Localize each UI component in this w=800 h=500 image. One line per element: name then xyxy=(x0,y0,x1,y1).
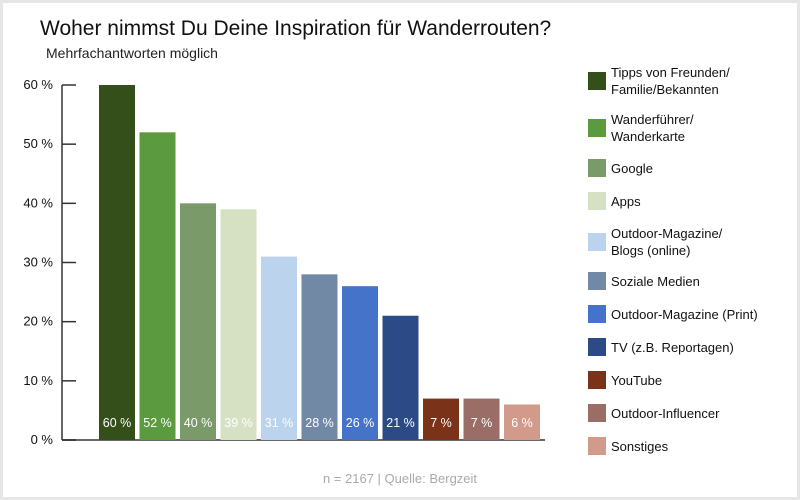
legend-label: Tipps von Freunden/ Familie/Bekannten xyxy=(611,65,730,97)
legend-label: Apps xyxy=(611,193,641,209)
legend-label: YouTube xyxy=(611,372,663,388)
legend-item: TV (z.B. Reportagen) xyxy=(588,338,734,356)
legend-item: YouTube xyxy=(588,371,662,389)
bar xyxy=(220,209,257,440)
legend-label: Outdoor-Magazine/ Blogs (online) xyxy=(611,226,723,258)
bar xyxy=(504,404,540,440)
source-note: n = 2167 | Quelle: Bergzeit xyxy=(322,471,478,486)
bar-data-label: 40 % xyxy=(184,416,213,430)
legend-label: Outdoor-Magazine (Print) xyxy=(611,306,758,322)
legend-label: Wanderführer/ Wanderkarte xyxy=(611,112,694,144)
legend-swatch xyxy=(588,338,606,356)
bar-data-label: 7 % xyxy=(430,416,452,430)
y-tick-label: 30 % xyxy=(23,255,53,270)
bar xyxy=(180,203,216,440)
bar-data-label: 31 % xyxy=(265,416,294,430)
bar-data-label: 39 % xyxy=(224,416,253,430)
bar xyxy=(382,315,419,440)
legend-item: Apps xyxy=(588,192,641,210)
bar xyxy=(423,398,459,440)
y-tick-label: 60 % xyxy=(23,77,53,92)
legend-swatch xyxy=(588,119,606,137)
legend-item: Sonstiges xyxy=(588,437,668,455)
bar-data-label: 60 % xyxy=(103,416,132,430)
bar-data-label: 52 % xyxy=(143,416,172,430)
legend-swatch xyxy=(588,72,606,90)
bar-data-label: 26 % xyxy=(346,416,375,430)
y-tick-label: 50 % xyxy=(23,136,53,151)
legend-swatch xyxy=(588,371,606,389)
legend-swatch xyxy=(588,437,606,455)
y-tick-label: 0 % xyxy=(31,432,54,447)
legend-swatch xyxy=(588,192,606,210)
y-tick-label: 40 % xyxy=(23,195,53,210)
bar xyxy=(99,85,135,440)
bar-data-label: 7 % xyxy=(471,416,493,430)
legend-item: Google xyxy=(588,159,653,177)
legend-swatch xyxy=(588,404,606,422)
bar-data-label: 6 % xyxy=(511,416,533,430)
bar-data-label: 21 % xyxy=(386,416,415,430)
legend-label: Sonstiges xyxy=(611,438,669,454)
legend-label: Soziale Medien xyxy=(611,273,700,289)
legend-swatch xyxy=(588,159,606,177)
chart-title: Woher nimmst Du Deine Inspiration für Wa… xyxy=(40,17,552,40)
bar xyxy=(463,398,500,440)
legend-label: Google xyxy=(611,160,653,176)
bar xyxy=(139,132,176,441)
legend-swatch xyxy=(588,305,606,323)
y-tick-label: 10 % xyxy=(23,373,53,388)
bar xyxy=(342,286,378,440)
chart-subtitle: Mehrfachantworten möglich xyxy=(46,45,218,61)
bar-data-label: 28 % xyxy=(305,416,334,430)
y-tick-label: 20 % xyxy=(23,314,53,329)
legend-swatch xyxy=(588,272,606,290)
legend-swatch xyxy=(588,233,606,251)
bar xyxy=(301,274,338,440)
legend-item: Tipps von Freunden/ Familie/Bekannten xyxy=(588,64,730,98)
legend-item: Outdoor-Magazine (Print) xyxy=(588,305,758,323)
legend-item: Soziale Medien xyxy=(588,272,700,290)
legend-label: TV (z.B. Reportagen) xyxy=(611,339,734,355)
legend-item: Outdoor-Influencer xyxy=(588,404,719,422)
legend-item: Outdoor-Magazine/ Blogs (online) xyxy=(588,225,722,259)
bar xyxy=(261,256,297,440)
legend-label: Outdoor-Influencer xyxy=(611,405,720,421)
legend-item: Wanderführer/ Wanderkarte xyxy=(588,111,694,145)
